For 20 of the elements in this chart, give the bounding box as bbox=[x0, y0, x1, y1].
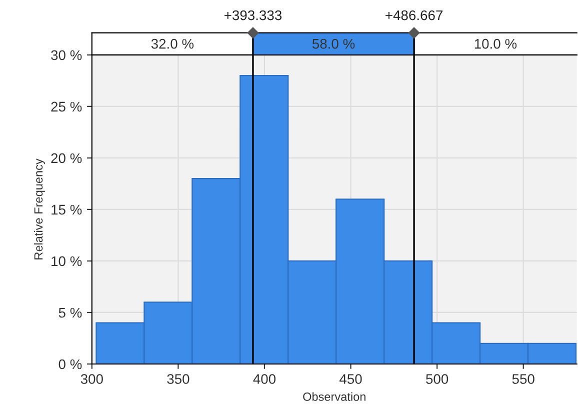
text: 32.0 % bbox=[151, 38, 194, 49]
y-tick-label: 25 % bbox=[51, 102, 82, 112]
x-tick-label: 350 bbox=[167, 374, 190, 384]
y-tick-label: 30 % bbox=[51, 50, 82, 60]
x-axis-title: Observation bbox=[303, 392, 366, 401]
x-tick-label: 400 bbox=[253, 374, 276, 384]
text: 58.0 % bbox=[312, 38, 355, 49]
y-tick-label: 10 % bbox=[52, 256, 82, 266]
y-axis-title: Relative Frequency bbox=[34, 158, 45, 260]
y-tick-label: 15 % bbox=[52, 204, 82, 215]
ref-line-label: +486.667 bbox=[386, 10, 443, 20]
x-tick-label: 550 bbox=[512, 374, 534, 384]
x-tick-label: 500 bbox=[426, 374, 448, 384]
x-tick-label: 450 bbox=[340, 374, 362, 384]
y-tick-label: 5 % bbox=[58, 308, 82, 318]
ref-line-label: +393.333 bbox=[224, 10, 282, 20]
y-tick-label: 20 % bbox=[51, 153, 82, 164]
x-tick-label: 300 bbox=[80, 374, 103, 384]
y-tick-label: 0 % bbox=[58, 359, 82, 370]
text: 10.0 % bbox=[474, 38, 517, 49]
